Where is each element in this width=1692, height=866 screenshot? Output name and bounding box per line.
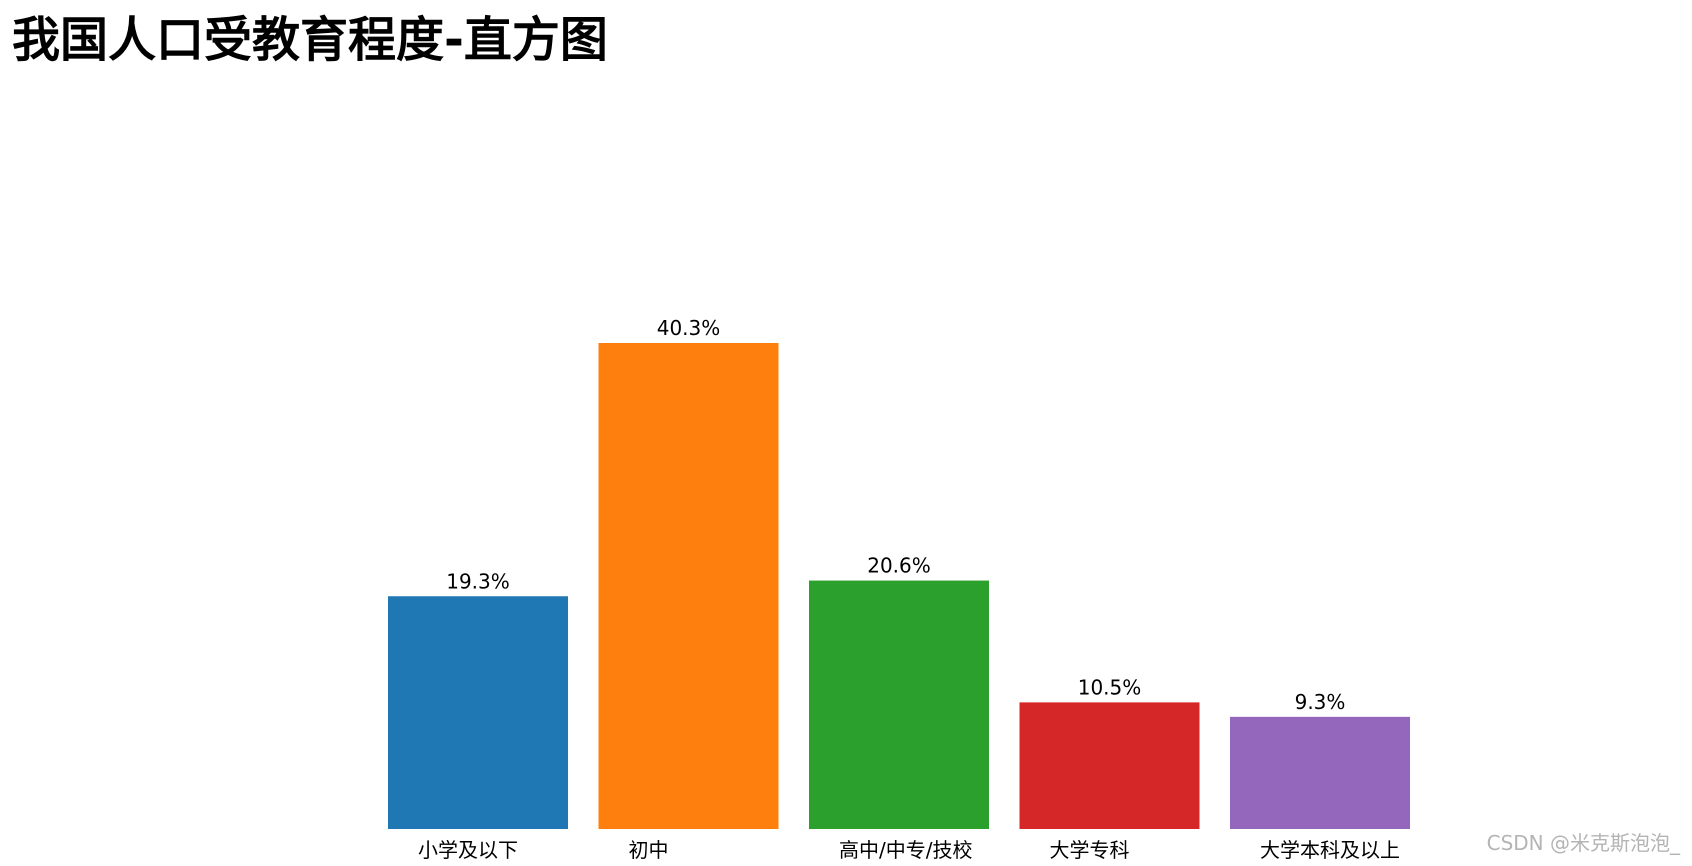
category-label-2: 初中 bbox=[629, 838, 669, 862]
bar-2 bbox=[598, 343, 779, 829]
bar-3 bbox=[809, 580, 989, 829]
value-labels-layer: 19.3% 40.3% 20.6% 10.5% 9.3% bbox=[446, 316, 1345, 714]
bar-value-label-2: 40.3% bbox=[657, 316, 721, 340]
bar-value-label-4: 10.5% bbox=[1078, 675, 1142, 699]
category-label-5: 大学本科及以上 bbox=[1260, 838, 1400, 862]
bar-value-label-1: 19.3% bbox=[446, 569, 510, 593]
category-labels-layer: 小学及以下 初中 高中/中专/技校 大学专科 大学本科及以上 bbox=[418, 838, 1400, 862]
chart-title: 我国人口受教育程度-直方图 bbox=[12, 12, 608, 68]
bar-4 bbox=[1019, 702, 1200, 829]
category-label-4: 大学专科 bbox=[1050, 838, 1130, 862]
bar-5 bbox=[1230, 716, 1410, 829]
bar-value-label-3: 20.6% bbox=[867, 554, 931, 578]
category-label-1: 小学及以下 bbox=[418, 838, 518, 862]
bar-value-label-5: 9.3% bbox=[1295, 690, 1346, 714]
watermark: CSDN @米克斯泡泡_ bbox=[1486, 831, 1680, 855]
bar-1 bbox=[388, 596, 568, 829]
bars-layer bbox=[388, 343, 1410, 829]
category-label-3: 高中/中专/技校 bbox=[839, 838, 972, 862]
